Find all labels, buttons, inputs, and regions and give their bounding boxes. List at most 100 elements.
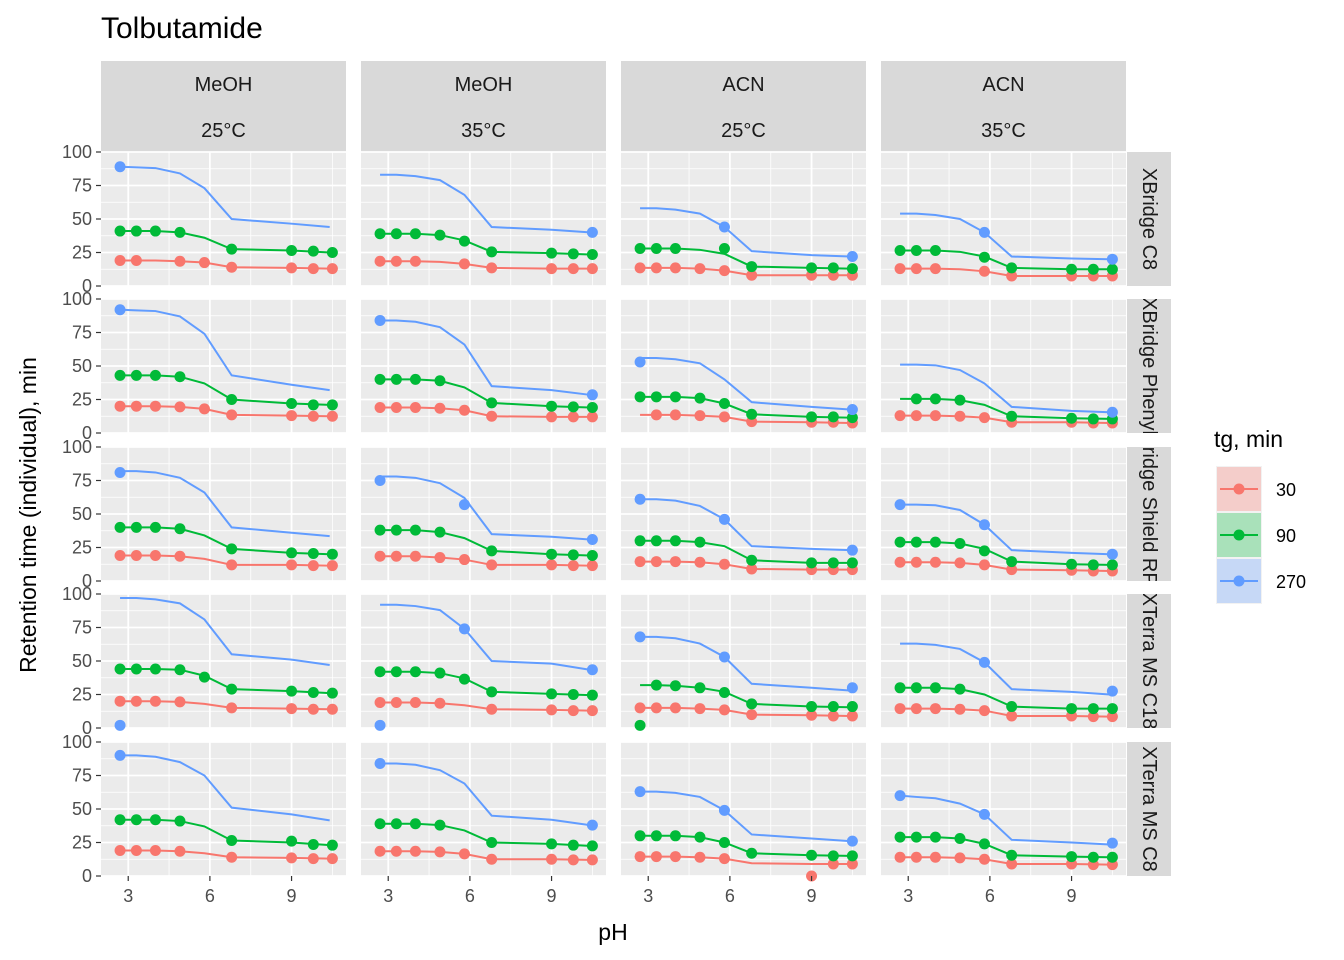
data-point-30 bbox=[846, 858, 858, 870]
data-point-90 bbox=[149, 521, 161, 533]
data-point-90 bbox=[546, 838, 558, 850]
facet-strip-right bbox=[1127, 447, 1171, 581]
panel bbox=[361, 298, 606, 434]
facet-strip-column-name: XBridge Phenyl bbox=[1138, 297, 1160, 435]
panel bbox=[621, 298, 866, 434]
chart-title: Tolbutamide bbox=[101, 12, 263, 45]
data-point-30 bbox=[486, 262, 498, 274]
data-point-30 bbox=[910, 556, 922, 568]
data-point-30 bbox=[374, 255, 386, 267]
y-tick-label: 100 bbox=[62, 732, 92, 752]
data-point-270 bbox=[718, 221, 730, 233]
data-point-30 bbox=[374, 697, 386, 709]
data-point-30 bbox=[669, 262, 681, 274]
data-point-30 bbox=[198, 257, 210, 269]
data-point-90 bbox=[434, 819, 446, 831]
legend-item: 270 bbox=[1216, 558, 1306, 604]
data-point-90 bbox=[486, 686, 498, 698]
data-point-90 bbox=[1006, 849, 1018, 861]
data-point-30 bbox=[650, 409, 662, 421]
panel bbox=[621, 151, 866, 287]
data-point-90 bbox=[174, 523, 186, 535]
data-point-90 bbox=[806, 701, 818, 713]
data-point-90 bbox=[1106, 851, 1118, 863]
data-point-90 bbox=[130, 814, 142, 826]
data-point-30 bbox=[894, 263, 906, 275]
data-point-30 bbox=[390, 697, 402, 709]
data-point-30 bbox=[910, 703, 922, 715]
data-point-30 bbox=[409, 845, 421, 857]
series-line-270 bbox=[380, 319, 590, 396]
data-point-30 bbox=[586, 854, 598, 866]
data-point-90 bbox=[409, 666, 421, 678]
facet-strip-top bbox=[101, 61, 346, 152]
data-point-30 bbox=[307, 410, 319, 422]
data-point-90 bbox=[1066, 703, 1078, 715]
data-point-30 bbox=[149, 400, 161, 412]
data-point-90 bbox=[650, 391, 662, 403]
data-point-90 bbox=[1066, 558, 1078, 570]
data-point-90 bbox=[650, 679, 662, 691]
data-point-270 bbox=[586, 226, 598, 238]
data-point-270 bbox=[1106, 253, 1118, 265]
data-point-90 bbox=[586, 840, 598, 852]
data-point-90 bbox=[226, 683, 238, 695]
data-point-30 bbox=[226, 702, 238, 714]
data-point-270 bbox=[458, 499, 470, 511]
data-point-30 bbox=[326, 853, 338, 865]
data-point-90 bbox=[634, 242, 646, 254]
data-point-30 bbox=[286, 852, 298, 864]
data-point-270 bbox=[374, 475, 386, 486]
data-point-90 bbox=[806, 262, 818, 274]
data-point-30 bbox=[567, 705, 579, 717]
data-point-90 bbox=[910, 682, 922, 694]
y-tick-label: 25 bbox=[72, 833, 92, 853]
data-point-90 bbox=[929, 536, 941, 548]
data-point-30 bbox=[486, 410, 498, 422]
facet-strip-right bbox=[1127, 594, 1171, 728]
facet-strip-right bbox=[1127, 299, 1171, 433]
panel bbox=[361, 593, 606, 731]
data-point-270 bbox=[846, 404, 858, 416]
data-point-90 bbox=[307, 686, 319, 698]
legend-label: 30 bbox=[1276, 480, 1296, 500]
y-tick-label: 25 bbox=[72, 538, 92, 558]
facet-strip-column-name: XTerra MS C18 bbox=[1138, 593, 1160, 730]
data-point-90 bbox=[718, 398, 730, 410]
data-point-90 bbox=[434, 526, 446, 538]
data-point-30 bbox=[567, 854, 579, 866]
facet-strip-modifier: ACN bbox=[982, 74, 1024, 96]
data-point-90 bbox=[409, 228, 421, 240]
data-point-270 bbox=[586, 664, 598, 676]
data-point-30 bbox=[114, 255, 126, 267]
data-point-30 bbox=[1006, 564, 1018, 576]
y-tick-label: 75 bbox=[72, 471, 92, 491]
data-point-90 bbox=[434, 667, 446, 679]
data-point-30 bbox=[409, 697, 421, 709]
y-tick-label: 75 bbox=[72, 618, 92, 638]
data-point-90 bbox=[718, 837, 730, 848]
data-point-90 bbox=[326, 548, 338, 560]
data-point-90 bbox=[586, 249, 598, 261]
data-point-30 bbox=[634, 702, 646, 714]
data-point-30 bbox=[910, 263, 922, 275]
data-point-30 bbox=[374, 845, 386, 857]
x-axis-title: pH bbox=[598, 919, 627, 945]
data-point-30 bbox=[307, 703, 319, 715]
data-point-30 bbox=[374, 402, 386, 414]
data-point-30 bbox=[650, 262, 662, 274]
data-point-30 bbox=[669, 702, 681, 714]
data-point-30 bbox=[307, 853, 319, 865]
y-tick-label: 50 bbox=[72, 504, 92, 524]
data-point-30 bbox=[669, 556, 681, 568]
data-point-30 bbox=[458, 404, 470, 416]
data-point-90 bbox=[286, 685, 298, 697]
data-point-30 bbox=[634, 262, 646, 274]
data-point-270 bbox=[586, 533, 598, 545]
legend-label: 270 bbox=[1276, 572, 1306, 592]
data-point-270 bbox=[1106, 548, 1118, 560]
data-point-30 bbox=[929, 703, 941, 715]
data-point-270 bbox=[114, 161, 126, 173]
data-point-90 bbox=[929, 831, 941, 843]
data-point-30 bbox=[434, 846, 446, 858]
